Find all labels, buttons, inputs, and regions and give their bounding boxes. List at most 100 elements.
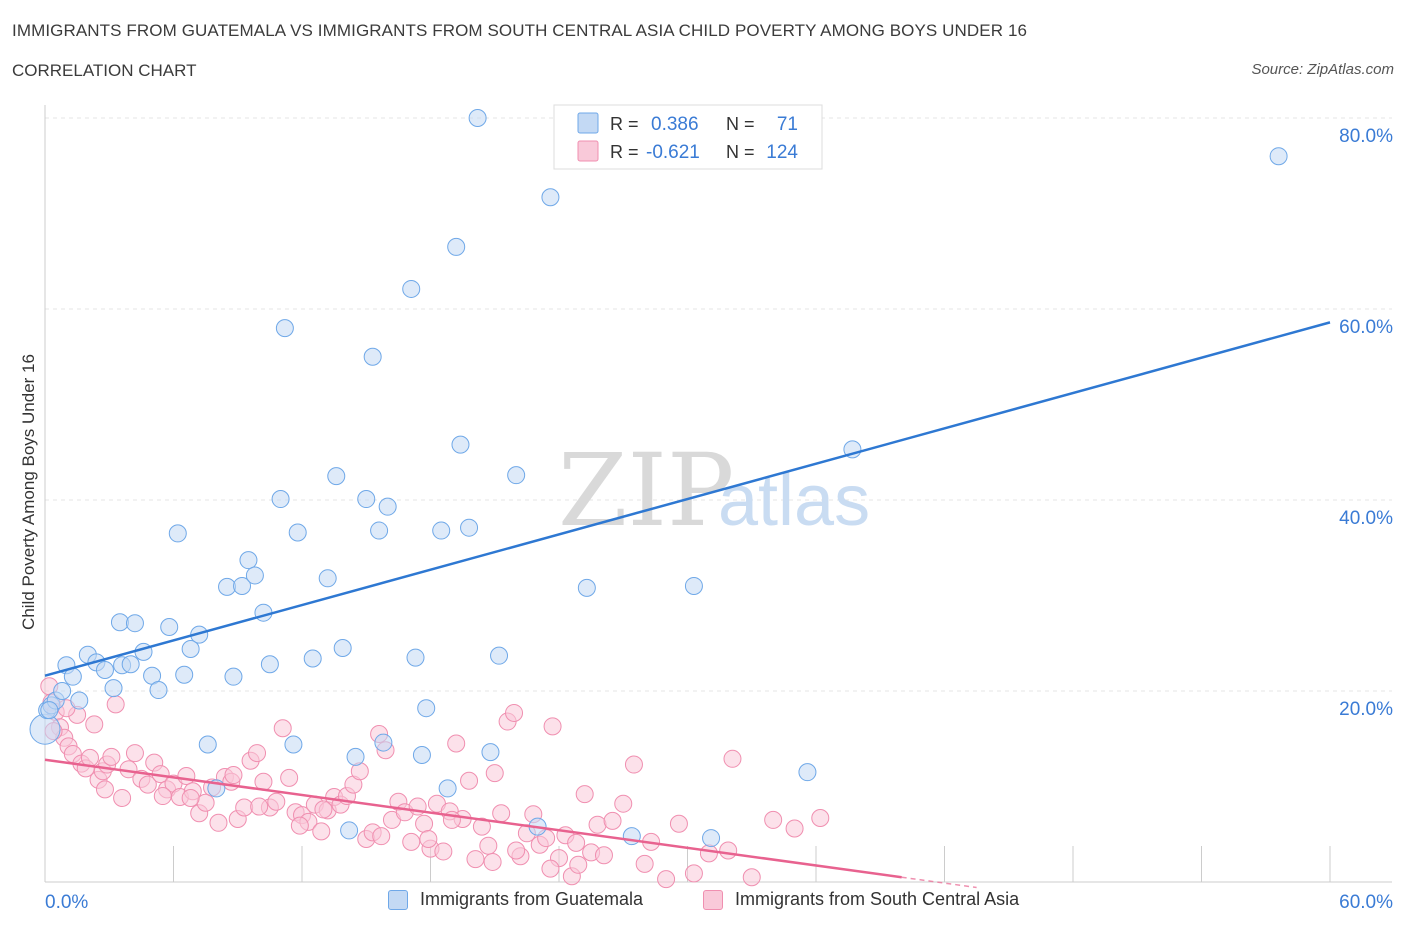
stats-r-label-2: R = [610,142,639,162]
data-point-south-central-asia [415,814,434,833]
data-point-south-central-asia [588,815,607,834]
data-point-south-central-asia [719,841,738,860]
data-point-guatemala [284,735,303,754]
y-tick-labels: 20.0% 40.0% 60.0% 80.0% [1339,126,1393,720]
stats-n-label-1: N = [726,114,755,134]
series-south-central-asia-points [40,677,830,889]
data-point-south-central-asia [543,717,562,736]
data-point-south-central-asia [684,864,703,883]
data-point-south-central-asia [723,749,742,768]
y-tick-label: 40.0% [1339,508,1393,529]
data-point-guatemala [318,569,337,588]
data-point-south-central-asia [95,780,114,799]
trend-line-guatemala [44,321,1331,677]
data-point-south-central-asia [742,868,761,887]
data-point-guatemala [110,613,129,632]
y-tick-label: 20.0% [1339,699,1393,720]
data-point-guatemala [370,521,389,540]
source-label: Source: ZipAtlas.com [1251,61,1394,78]
data-point-south-central-asia [434,842,453,861]
data-point-south-central-asia [594,846,613,865]
data-point-guatemala [218,577,237,596]
data-point-guatemala [125,614,144,633]
stats-r-label-1: R = [610,114,639,134]
data-point-south-central-asia [181,788,200,807]
data-point-guatemala [340,821,359,840]
data-point-south-central-asia [419,830,438,849]
data-point-guatemala [374,733,393,752]
data-point-guatemala [149,681,168,700]
watermark-zip: ZIP [558,432,734,549]
watermark-atlas: atlas [718,461,870,541]
data-point-guatemala [245,566,264,585]
stats-legend-blue-swatch [577,112,599,134]
data-point-guatemala [95,660,114,679]
data-point-south-central-asia [125,744,144,763]
data-point-south-central-asia [569,855,588,874]
x-tick-label: 0.0% [45,892,88,913]
data-point-south-central-asia [507,841,526,860]
data-point-guatemala [447,237,466,256]
data-point-guatemala [1269,147,1288,166]
data-point-guatemala [541,188,560,207]
data-point-guatemala [40,701,59,720]
y-axis-label: Child Poverty Among Boys Under 16 [19,354,38,630]
bottom-legend: Immigrants from Guatemala Immigrants fro… [0,889,1406,915]
trend-line-south-central-asia [44,758,902,879]
data-point-south-central-asia [575,785,594,804]
stats-n-value-1: 71 [777,114,798,135]
data-point-guatemala [481,743,500,762]
data-point-south-central-asia [153,787,172,806]
data-point-guatemala [798,763,817,782]
data-point-south-central-asia [250,797,269,816]
data-point-south-central-asia [196,793,215,812]
data-point-south-central-asia [402,832,421,851]
stats-n-value-2: 124 [766,142,798,163]
data-point-guatemala [460,518,479,537]
data-point-guatemala [507,466,526,485]
data-point-south-central-asia [290,816,309,835]
data-point-south-central-asia [764,810,783,829]
legend-label-south-central-asia: Immigrants from South Central Asia [735,889,1020,909]
data-point-south-central-asia [235,798,254,817]
stats-r-value-1: 0.386 [651,114,699,135]
x-tick-label: 60.0% [1339,892,1393,913]
data-point-south-central-asia [657,870,676,889]
data-point-south-central-asia [85,715,104,734]
stats-n-label-2: N = [726,142,755,162]
data-point-south-central-asia [267,792,286,811]
data-point-south-central-asia [224,766,243,785]
data-point-guatemala [363,347,382,366]
data-point-guatemala [181,639,200,658]
data-point-guatemala [121,655,140,674]
data-point-guatemala [451,435,470,454]
data-point-guatemala [432,521,451,540]
data-point-guatemala [198,735,217,754]
chart-title: IMMIGRANTS FROM GUATEMALA VS IMMIGRANTS … [12,21,1028,40]
data-point-south-central-asia [273,719,292,738]
stats-r-value-2: -0.621 [646,142,700,163]
data-point-south-central-asia [106,695,125,714]
data-point-guatemala [239,551,258,570]
data-point-south-central-asia [248,744,267,763]
data-point-guatemala [417,699,436,718]
data-point-south-central-asia [699,844,718,863]
data-point-south-central-asia [102,747,121,766]
axes [44,105,1392,883]
data-point-guatemala [406,648,425,667]
data-point-guatemala [175,665,194,684]
series-guatemala-points [29,109,1288,848]
data-point-south-central-asia [447,734,466,753]
data-point-south-central-asia [624,755,643,774]
data-point-guatemala [233,576,252,595]
legend-item-guatemala: Immigrants from Guatemala [388,889,643,910]
legend-swatch-blue [388,889,408,910]
data-point-south-central-asia [492,804,511,823]
data-point-guatemala [53,682,72,700]
data-point-south-central-asia [113,788,132,807]
data-point-guatemala [104,679,123,698]
data-point-south-central-asia [485,764,504,783]
data-point-guatemala [288,523,307,542]
data-point-south-central-asia [138,775,157,794]
stats-legend-pink-swatch [577,140,599,162]
